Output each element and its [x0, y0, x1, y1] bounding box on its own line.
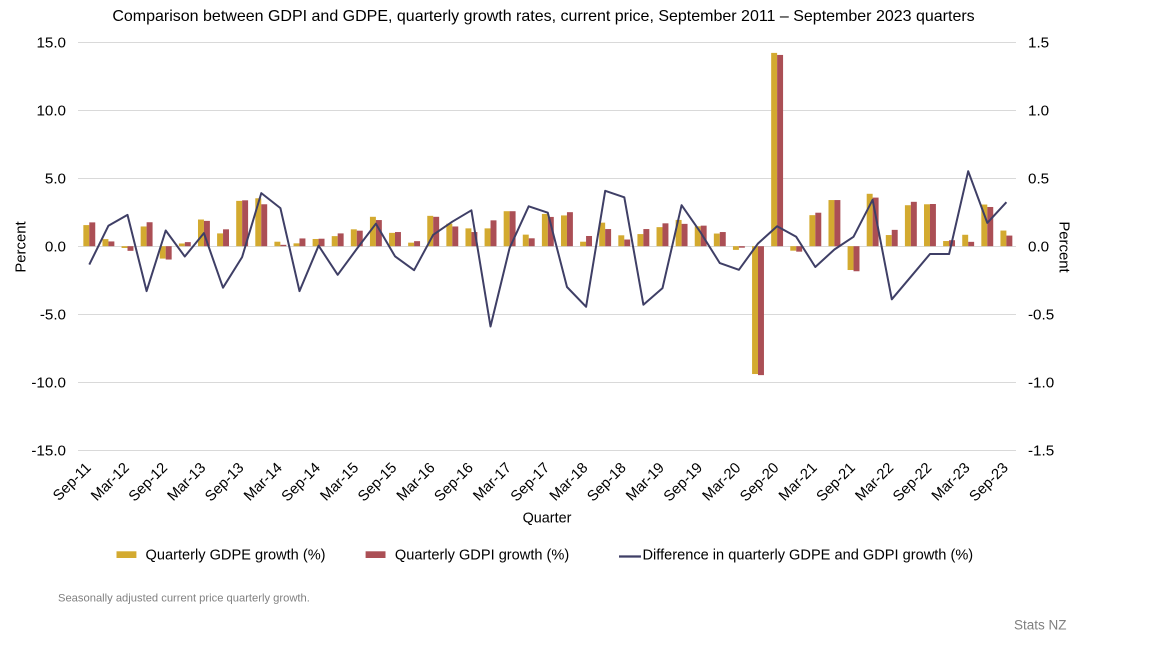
svg-text:10.0: 10.0 [36, 102, 66, 119]
svg-text:-10.0: -10.0 [31, 375, 66, 392]
svg-text:Quarterly GDPI growth (%): Quarterly GDPI growth (%) [395, 548, 569, 564]
svg-text:Percent: Percent [1056, 221, 1072, 273]
svg-text:-1.0: -1.0 [1028, 375, 1054, 392]
svg-text:Difference in quarterly GDPE a: Difference in quarterly GDPE and GDPI gr… [643, 548, 974, 564]
svg-text:15.0: 15.0 [36, 34, 66, 51]
svg-text:-5.0: -5.0 [40, 307, 66, 324]
svg-text:5.0: 5.0 [45, 170, 66, 187]
svg-text:0.0: 0.0 [45, 239, 66, 256]
svg-text:Quarter: Quarter [523, 511, 572, 527]
svg-text:Stats NZ: Stats NZ [1014, 618, 1067, 633]
svg-text:Quarterly GDPE growth (%): Quarterly GDPE growth (%) [146, 548, 326, 564]
svg-text:Comparison between GDPI and GD: Comparison between GDPI and GDPE, quarte… [112, 8, 974, 25]
svg-text:0.0: 0.0 [1028, 239, 1049, 256]
svg-text:-1.5: -1.5 [1028, 443, 1054, 460]
svg-text:-15.0: -15.0 [31, 443, 66, 460]
svg-text:0.5: 0.5 [1028, 170, 1049, 187]
svg-text:Percent: Percent [14, 220, 30, 272]
svg-text:-0.5: -0.5 [1028, 307, 1054, 324]
svg-text:1.0: 1.0 [1028, 102, 1049, 119]
svg-text:Seasonally adjusted current pr: Seasonally adjusted current price quarte… [58, 593, 310, 605]
svg-text:1.5: 1.5 [1028, 34, 1049, 51]
